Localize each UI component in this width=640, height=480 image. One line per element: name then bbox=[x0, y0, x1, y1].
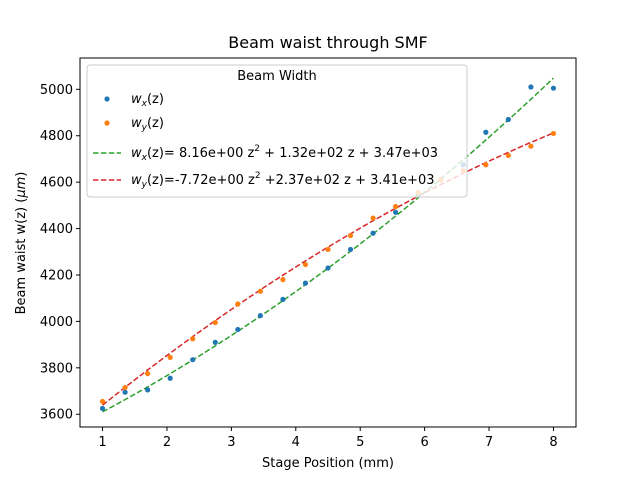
legend-title: Beam Width bbox=[237, 69, 316, 84]
data-point-wx bbox=[550, 85, 557, 91]
data-point-wy bbox=[302, 261, 309, 268]
x-tick-label: 7 bbox=[485, 435, 493, 450]
legend-label-fit-y: wy(z)=-7.72e+00 z2 +2.37e+02 z + 3.41e+0… bbox=[131, 171, 435, 190]
x-tick-label: 8 bbox=[549, 435, 557, 450]
y-tick-label: 3600 bbox=[40, 408, 73, 423]
data-point-wy bbox=[145, 371, 151, 377]
y-axis-label-text: Beam waist w(z) ( bbox=[14, 198, 29, 315]
data-point-wx bbox=[190, 357, 196, 363]
data-point-wy bbox=[370, 215, 376, 221]
chart-title: Beam waist through SMF bbox=[228, 33, 427, 52]
data-point-wx bbox=[280, 296, 286, 302]
data-point-wx bbox=[145, 387, 151, 393]
data-point-wx bbox=[347, 246, 354, 253]
data-point-wx bbox=[212, 339, 218, 345]
legend-label-wy: wy(z) bbox=[131, 116, 164, 133]
data-point-wx bbox=[393, 209, 399, 215]
y-axis-label-unit: μm bbox=[14, 177, 29, 199]
data-point-wx bbox=[483, 129, 489, 135]
x-axis-label: Stage Position (mm) bbox=[262, 456, 394, 471]
data-point-wx bbox=[122, 389, 128, 395]
y-tick-label: 4000 bbox=[40, 315, 73, 330]
y-tick-label: 4600 bbox=[40, 176, 73, 191]
legend-marker-wy bbox=[104, 120, 110, 126]
y-tick-label: 4400 bbox=[40, 222, 73, 237]
data-point-wx bbox=[235, 326, 241, 333]
data-point-wy bbox=[325, 246, 331, 253]
y-tick-label: 3800 bbox=[40, 361, 73, 376]
data-point-wy bbox=[122, 384, 128, 391]
axes-frame bbox=[79, 57, 577, 428]
data-point-wy bbox=[99, 398, 106, 405]
data-point-wy bbox=[393, 203, 399, 210]
series-layer bbox=[99, 77, 557, 413]
x-tick-label: 6 bbox=[420, 435, 428, 450]
data-point-wy bbox=[235, 301, 241, 307]
data-point-wy bbox=[280, 277, 286, 283]
data-point-wy bbox=[190, 336, 196, 342]
legend-marker-wx bbox=[104, 96, 110, 102]
data-point-wx bbox=[325, 265, 331, 271]
data-point-wy bbox=[257, 288, 263, 294]
data-point-wy bbox=[347, 232, 354, 239]
data-point-wx bbox=[505, 116, 511, 123]
x-axis: 1 2 3 4 5 6 7 8 bbox=[98, 427, 558, 450]
data-point-wx bbox=[370, 230, 376, 236]
data-point-wy bbox=[505, 152, 511, 159]
x-tick-label: 4 bbox=[292, 435, 300, 450]
y-axis-label: Beam waist w(z) (μm) bbox=[14, 172, 29, 315]
data-point-wx bbox=[257, 313, 263, 319]
legend-label-fit-x: wx(z)= 8.16e+00 z2 + 1.32e+02 z + 3.47e+… bbox=[131, 144, 438, 163]
data-point-wy bbox=[167, 354, 173, 360]
x-tick-label: 1 bbox=[98, 435, 106, 450]
data-point-wy bbox=[528, 143, 534, 149]
y-axis-label-close: ) bbox=[14, 172, 29, 177]
data-point-wx bbox=[99, 405, 106, 412]
legend-label-wx: wx(z) bbox=[131, 92, 164, 109]
data-point-wx bbox=[302, 280, 309, 286]
data-point-wy bbox=[550, 130, 557, 137]
x-tick-label: 3 bbox=[227, 435, 235, 450]
fit-line-x bbox=[102, 77, 554, 413]
data-point-wx bbox=[528, 84, 534, 90]
y-tick-label: 5000 bbox=[40, 83, 73, 98]
data-point-wy bbox=[212, 319, 218, 326]
plot-area bbox=[79, 57, 577, 428]
legend: Beam Width wx(z) wy(z) wx(z)= 8.16e+00 z… bbox=[86, 64, 468, 198]
fit-line-y bbox=[102, 132, 554, 406]
y-axis: 3600 3800 4000 4200 4400 4600 4800 5000 bbox=[40, 83, 80, 423]
data-point-wy bbox=[483, 162, 489, 168]
x-tick-label: 2 bbox=[163, 435, 171, 450]
x-tick-label: 5 bbox=[356, 435, 364, 450]
y-tick-label: 4200 bbox=[40, 268, 73, 283]
data-point-wx bbox=[167, 375, 173, 381]
legend-box bbox=[86, 64, 468, 198]
y-tick-label: 4800 bbox=[40, 129, 73, 144]
